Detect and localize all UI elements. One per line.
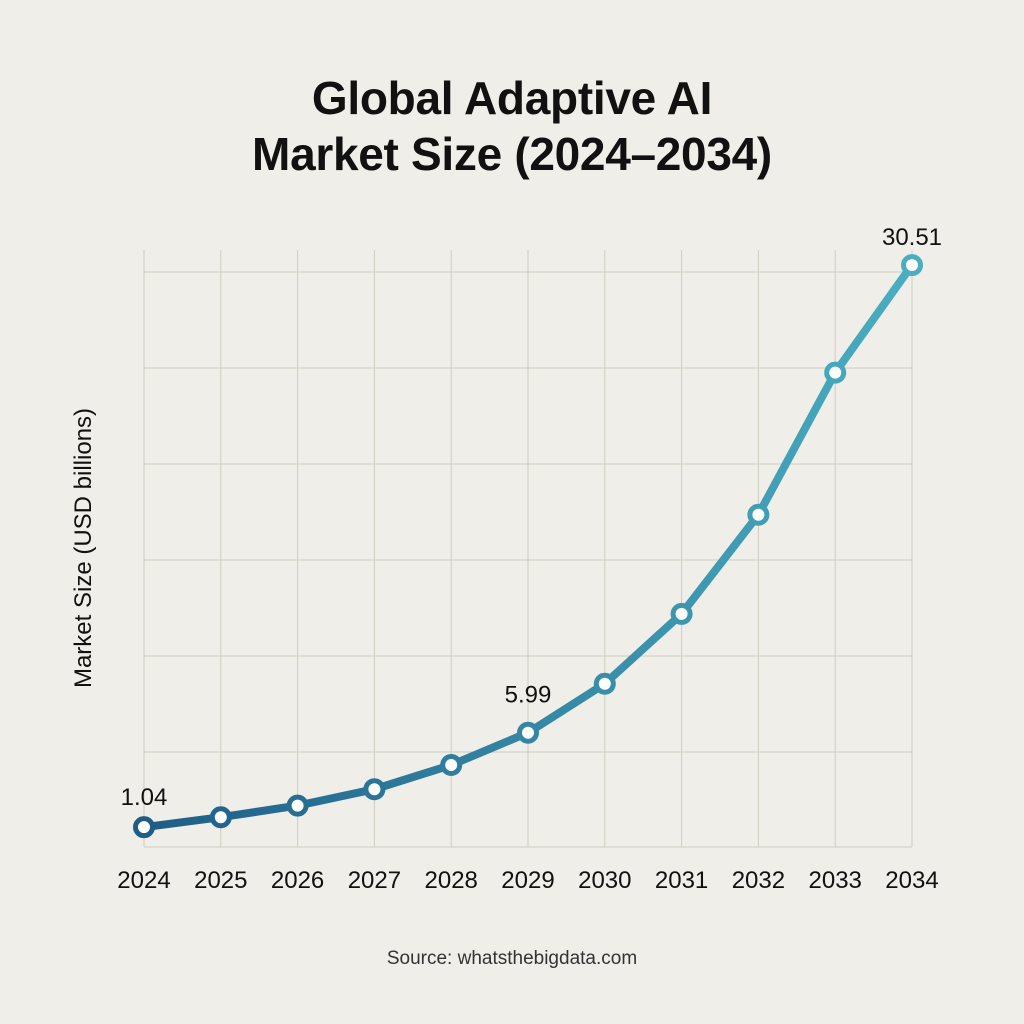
- source-note: Source: whatsthebigdata.com: [386, 948, 638, 969]
- data-point: [440, 753, 463, 776]
- data-point: [901, 254, 923, 277]
- x-tick-label: 2034: [885, 867, 938, 894]
- data-point: [209, 806, 232, 829]
- data-point: [593, 672, 616, 695]
- grid: [143, 250, 913, 848]
- x-tick-label: 2028: [425, 867, 478, 894]
- data-point: [286, 794, 309, 817]
- data-point: [517, 721, 539, 744]
- data-point: [670, 602, 693, 625]
- data-point: [363, 778, 386, 801]
- x-tick-label: 2029: [501, 867, 554, 894]
- data-point: [133, 816, 155, 839]
- chart-title-line-1: Global Adaptive AI: [311, 72, 713, 124]
- chart-title: Global Adaptive AI Market Size (2024–203…: [0, 70, 1024, 182]
- x-tick-label: 2025: [194, 867, 247, 894]
- x-tick-label: 2024: [117, 867, 170, 894]
- data-label: 1.04: [121, 784, 168, 811]
- data-point: [747, 503, 770, 526]
- x-tick-label: 2026: [271, 867, 324, 894]
- x-tick-label: 2031: [655, 867, 708, 894]
- data-point: [824, 361, 847, 384]
- data-label: 5.99: [505, 682, 552, 709]
- y-axis-label: Market Size (USD billions): [70, 408, 97, 688]
- x-tick-label: 2033: [809, 867, 862, 894]
- x-tick-label: 2027: [348, 867, 401, 894]
- x-tick-label: 2030: [578, 867, 631, 894]
- chart-title-line-2: Market Size (2024–2034): [252, 128, 772, 180]
- x-tick-label: 2032: [732, 867, 785, 894]
- data-label: 30.51: [882, 224, 942, 251]
